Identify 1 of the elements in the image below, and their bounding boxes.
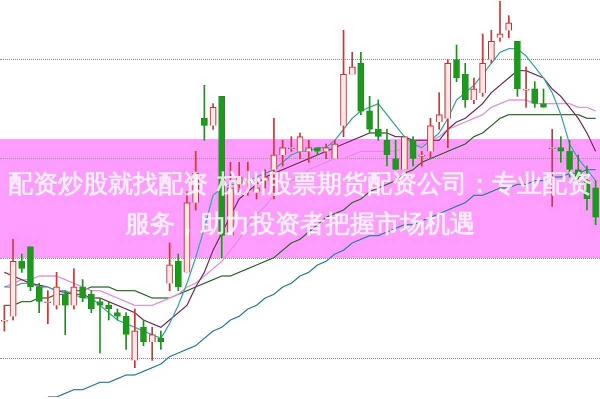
candlestick — [496, 1, 504, 42]
